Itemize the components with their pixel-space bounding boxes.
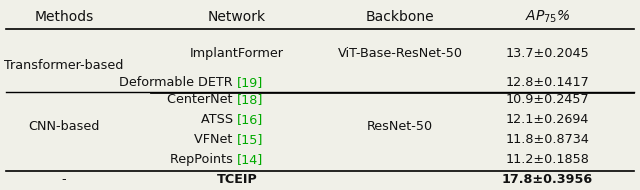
Text: Methods: Methods [35, 10, 93, 24]
Text: 11.2±0.1858: 11.2±0.1858 [505, 153, 589, 166]
Text: [18]: [18] [237, 93, 263, 106]
Text: $AP_{75}$%: $AP_{75}$% [525, 9, 570, 25]
Text: Backbone: Backbone [365, 10, 435, 24]
Text: -: - [61, 173, 67, 186]
Text: 17.8±0.3956: 17.8±0.3956 [502, 173, 593, 186]
Text: 12.1±0.2694: 12.1±0.2694 [506, 113, 589, 126]
Text: [15]: [15] [237, 133, 263, 146]
Text: [14]: [14] [237, 153, 263, 166]
Text: Network: Network [208, 10, 266, 24]
Text: TCEIP: TCEIP [216, 173, 257, 186]
Text: ViT-Base-ResNet-50: ViT-Base-ResNet-50 [337, 47, 463, 60]
Text: RepPoints: RepPoints [170, 153, 237, 166]
Text: CNN-based: CNN-based [28, 120, 100, 133]
Text: 12.8±0.1417: 12.8±0.1417 [506, 76, 589, 89]
Text: ATSS: ATSS [201, 113, 237, 126]
Text: [19]: [19] [237, 76, 263, 89]
Text: VFNet: VFNet [195, 133, 237, 146]
Text: Transformer-based: Transformer-based [4, 59, 124, 72]
Text: ResNet-50: ResNet-50 [367, 120, 433, 133]
Text: 10.9±0.2457: 10.9±0.2457 [506, 93, 589, 106]
Text: ImplantFormer: ImplantFormer [190, 47, 284, 60]
Text: 13.7±0.2045: 13.7±0.2045 [506, 47, 589, 60]
Text: Deformable DETR: Deformable DETR [119, 76, 237, 89]
Text: 11.8±0.8734: 11.8±0.8734 [505, 133, 589, 146]
Text: [16]: [16] [237, 113, 263, 126]
Text: CenterNet: CenterNet [167, 93, 237, 106]
